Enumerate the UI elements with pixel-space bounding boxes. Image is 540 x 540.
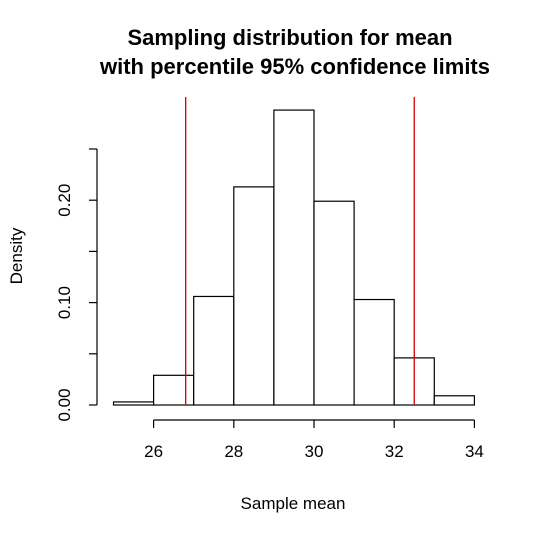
x-tick-label-30: 30 [305, 442, 324, 461]
histogram-bar-3 [233, 186, 275, 406]
y-axis-label: Density [7, 227, 26, 284]
y-tick-label-2: 0.20 [55, 184, 74, 217]
chart-title-line1: Sampling distribution for mean [127, 25, 452, 50]
histogram-bar-5 [313, 200, 355, 406]
histogram-bar-4 [273, 109, 315, 406]
histogram-bar-8 [433, 395, 475, 406]
confidence-limit-lines [185, 97, 415, 405]
histogram-bars [112, 109, 475, 406]
histogram-bar-6 [353, 298, 395, 406]
y-axis: 0.00 0.10 0.20 [55, 148, 98, 422]
chart-title-line2: with percentile 95% confidence limits [99, 54, 490, 79]
y-tick-label-1: 0.10 [55, 286, 74, 319]
y-tick-label-0: 0.00 [55, 388, 74, 421]
histogram-bar-1 [153, 374, 195, 406]
histogram-bar-0 [112, 401, 155, 406]
x-tick-label-34: 34 [465, 442, 484, 461]
x-tick-label-26: 26 [144, 442, 163, 461]
x-tick-label-28: 28 [224, 442, 243, 461]
x-tick-label-32: 32 [385, 442, 404, 461]
histogram-bar-2 [193, 295, 235, 406]
x-axis-label: Sample mean [241, 494, 346, 513]
x-axis: 26 28 30 32 34 [144, 419, 484, 461]
